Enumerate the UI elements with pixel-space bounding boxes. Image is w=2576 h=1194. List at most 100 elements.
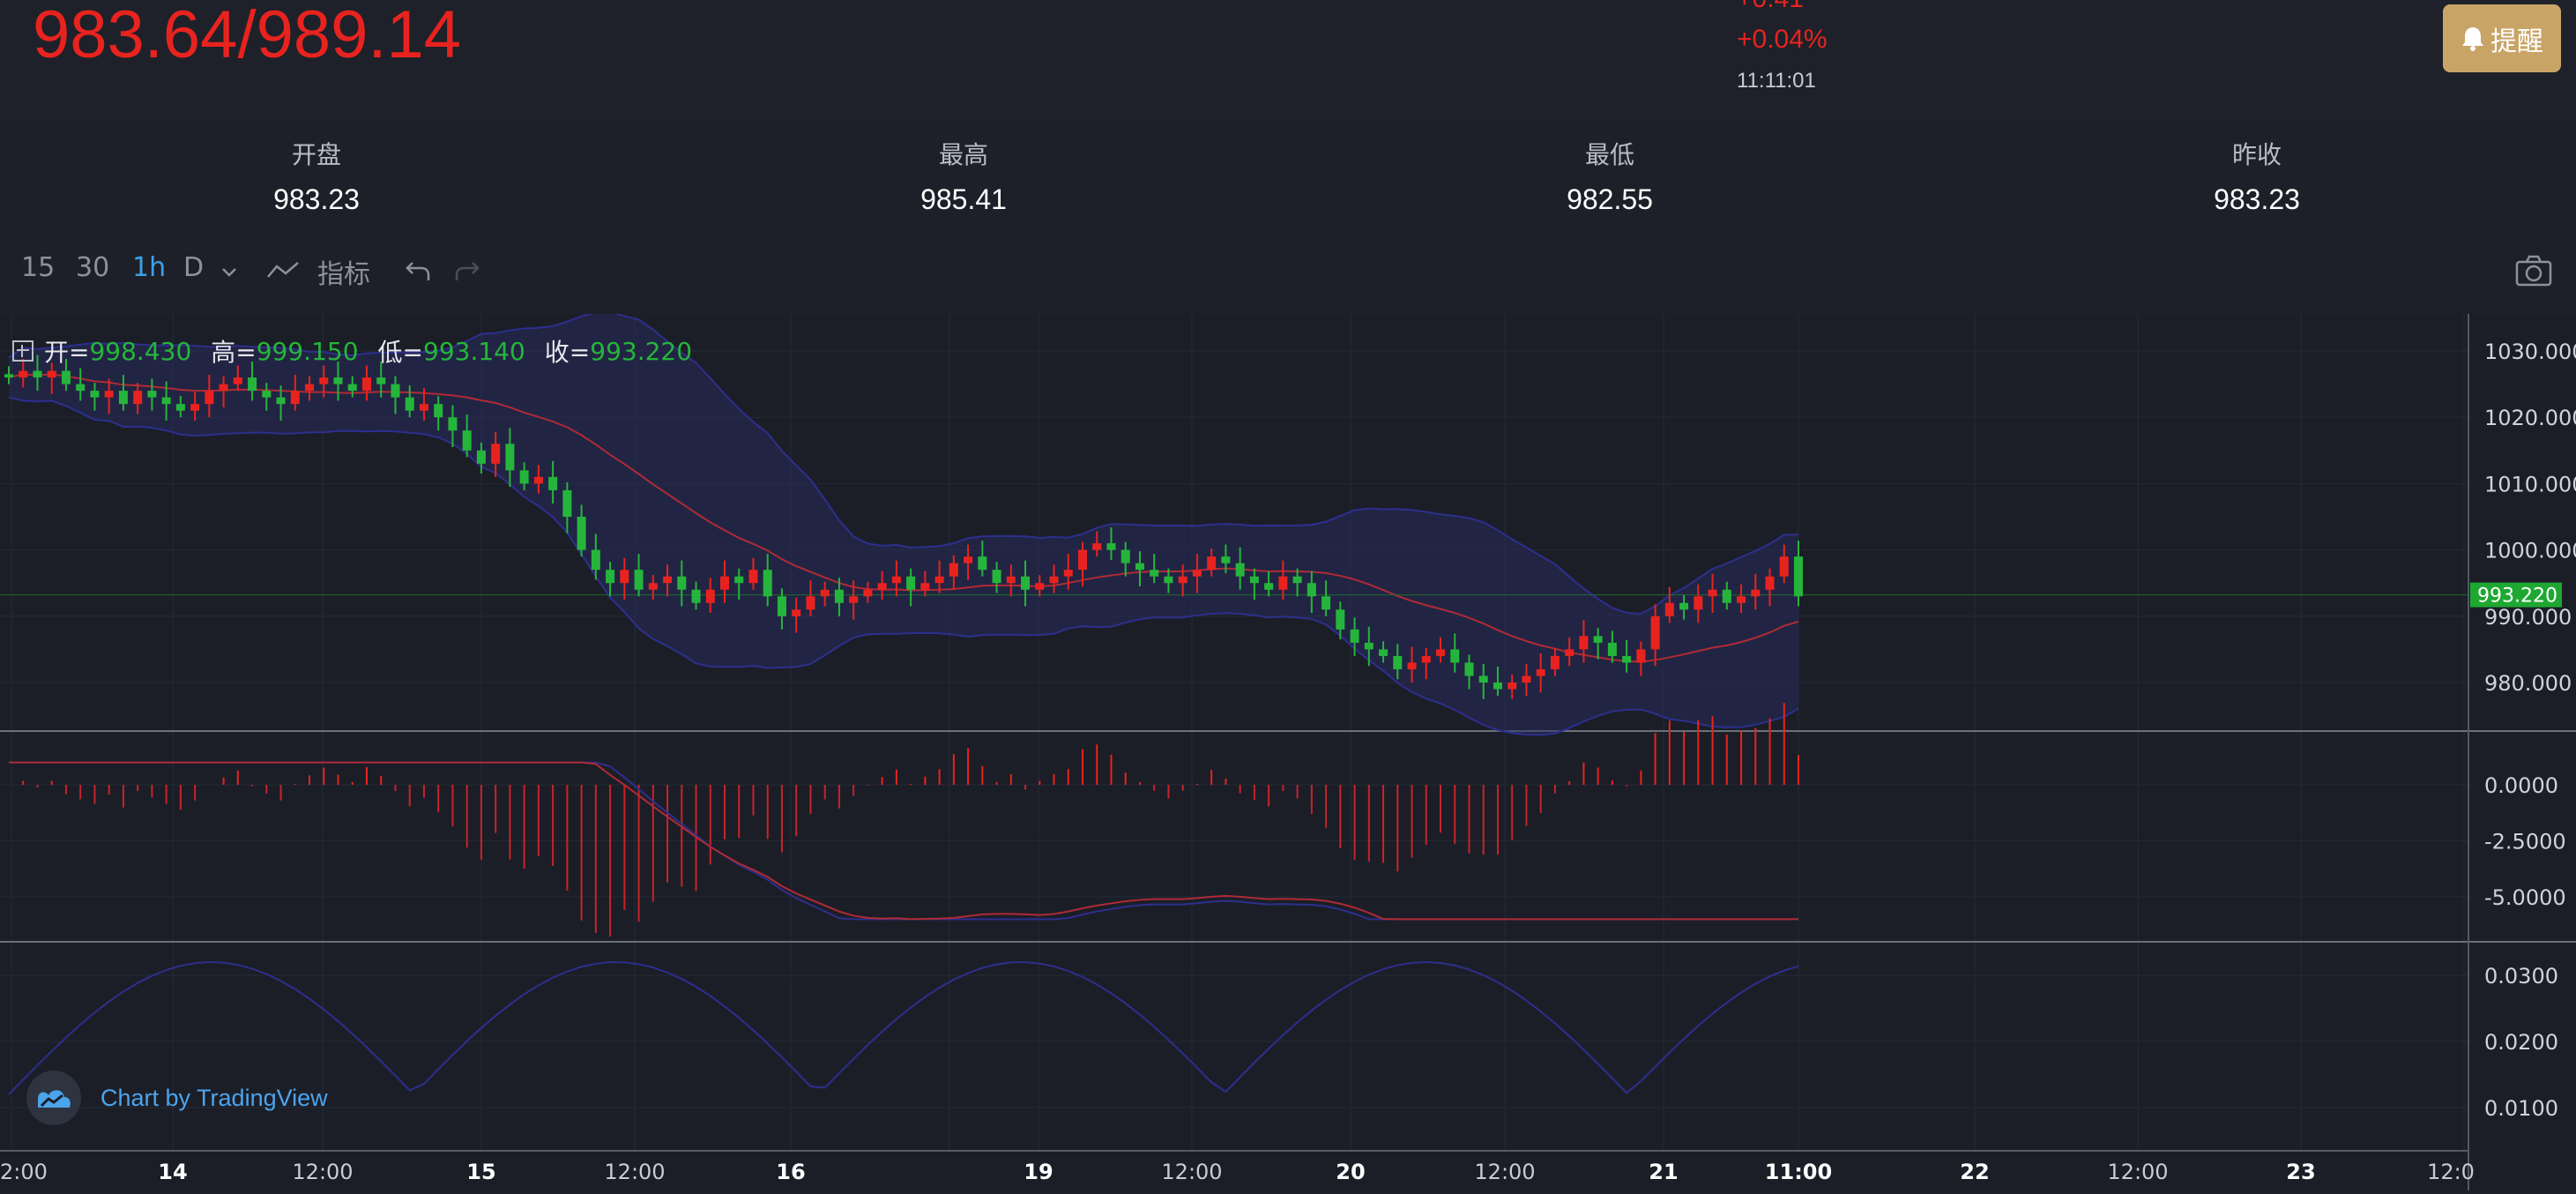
- alert-label: 提醒: [2490, 26, 2543, 57]
- candle-body: [663, 576, 673, 584]
- time-tick-label: 23: [2286, 1160, 2315, 1184]
- price-tick-label: 1010.000: [2484, 472, 2576, 496]
- candle-body: [1679, 602, 1689, 610]
- price-chart[interactable]: 1030.0001020.0001010.0001000.000990.0009…: [0, 310, 2576, 1190]
- tradingview-badge[interactable]: Chart by TradingView: [26, 1071, 328, 1125]
- candle-body: [792, 609, 801, 616]
- quote-time: 11:11:01: [1737, 69, 1816, 93]
- candle-body: [1464, 662, 1474, 676]
- candle-body: [76, 384, 86, 392]
- candle-body: [1550, 655, 1560, 669]
- candle-body: [519, 470, 529, 484]
- candle-body: [1607, 642, 1617, 656]
- candle-body: [1336, 609, 1345, 630]
- candle-body: [1264, 583, 1274, 590]
- bollinger-band: [9, 311, 1798, 735]
- candle-body: [548, 476, 558, 490]
- candle-body: [533, 476, 543, 484]
- candle-body: [1421, 655, 1431, 663]
- candle-body: [462, 430, 472, 451]
- candle-body: [1221, 556, 1231, 563]
- stat-label: 开盘: [291, 140, 341, 169]
- camera-icon[interactable]: [2514, 254, 2553, 287]
- time-tick-label: 20: [1336, 1160, 1365, 1184]
- stats-row: 开盘 983.23 最高 985.41 最低 982.55 昨收 983.23: [0, 125, 2576, 235]
- candle-body: [1049, 576, 1059, 584]
- candle-body: [305, 384, 315, 392]
- candle-body: [964, 556, 973, 563]
- candle-body: [161, 397, 171, 405]
- candle-body: [763, 570, 772, 597]
- candle-body: [391, 384, 400, 398]
- candle-body: [476, 450, 486, 464]
- time-tick-label: 12:00: [604, 1160, 665, 1184]
- candle-body: [347, 384, 357, 392]
- stat-label: 最高: [938, 140, 988, 169]
- candle-body: [1650, 616, 1660, 650]
- candle-body: [1508, 683, 1517, 690]
- interval-15[interactable]: 15: [21, 252, 56, 283]
- candle-body: [1350, 629, 1359, 643]
- candle-body: [276, 397, 286, 405]
- candle-body: [1536, 668, 1545, 676]
- candle-body: [1565, 649, 1575, 656]
- candle-body: [362, 377, 371, 392]
- indicators-button[interactable]: 指标: [317, 259, 370, 290]
- candle-body: [1135, 563, 1144, 571]
- candle-body: [1322, 596, 1331, 610]
- legend-high-value: 999.150: [256, 336, 359, 366]
- time-tick-label: 11:00: [1765, 1160, 1832, 1184]
- chart-area[interactable]: 1030.000 1020.000 1010.000 1000.000 990.000 9…: [0, 310, 2576, 1190]
- candle-body: [1021, 576, 1031, 590]
- indicator-tick-label: 0.0200: [2484, 1030, 2558, 1055]
- time-tick-label: 12:00: [2107, 1160, 2168, 1184]
- candle-body: [806, 596, 815, 610]
- macd-tick-label: 0.0000: [2484, 773, 2558, 798]
- legend-low-value: 993.140: [423, 336, 525, 366]
- candle-body: [891, 576, 901, 584]
- candle-body: [1765, 576, 1775, 590]
- undo-icon[interactable]: [404, 257, 432, 284]
- interval-1h[interactable]: 1h: [132, 252, 167, 283]
- candle-body: [419, 404, 428, 411]
- candle-body: [1794, 556, 1803, 597]
- candle-body: [1450, 649, 1460, 663]
- legend-toggle-icon[interactable]: [12, 340, 34, 362]
- candle-body: [720, 576, 729, 590]
- candle-body: [1779, 556, 1789, 577]
- candle-body: [175, 404, 185, 411]
- indicator-tick-label: 0.0300: [2484, 964, 2558, 989]
- candle-body: [434, 404, 443, 418]
- candle-body: [1006, 576, 1016, 584]
- candle-body: [834, 589, 844, 603]
- candle-body: [748, 570, 758, 584]
- interval-d[interactable]: D: [183, 252, 205, 283]
- alert-button[interactable]: 提醒: [2443, 4, 2561, 72]
- candle-body: [19, 370, 28, 378]
- indicator-tick-label: 0.0100: [2484, 1096, 2558, 1121]
- candle-body: [1722, 589, 1731, 603]
- candle-body: [33, 370, 42, 378]
- candle-body: [606, 570, 615, 584]
- candle-body: [248, 377, 257, 392]
- candle-body: [1622, 655, 1632, 663]
- legend-open-value: 998.430: [89, 336, 192, 366]
- candle-body: [978, 556, 987, 571]
- chevron-down-icon[interactable]: [220, 266, 238, 279]
- interval-30[interactable]: 30: [76, 252, 110, 283]
- candle-body: [634, 570, 644, 590]
- indicator-wave-icon[interactable]: [266, 257, 302, 284]
- legend-close-value: 993.220: [590, 336, 693, 366]
- redo-icon[interactable]: [453, 257, 481, 284]
- candle-body: [1737, 596, 1746, 603]
- ohlc-legend: 开= 998.430 高= 999.150 低= 993.140 收= 993.220: [12, 333, 711, 369]
- current-price-badge: [2470, 582, 2562, 608]
- candle-body: [906, 576, 916, 590]
- candle-body: [620, 570, 629, 584]
- price-tick-label: 980.000: [2484, 671, 2572, 696]
- candle-body: [505, 444, 515, 471]
- candle-body: [591, 549, 600, 571]
- candle-body: [190, 404, 200, 411]
- candle-body: [147, 391, 157, 398]
- signal-line: [9, 761, 1798, 921]
